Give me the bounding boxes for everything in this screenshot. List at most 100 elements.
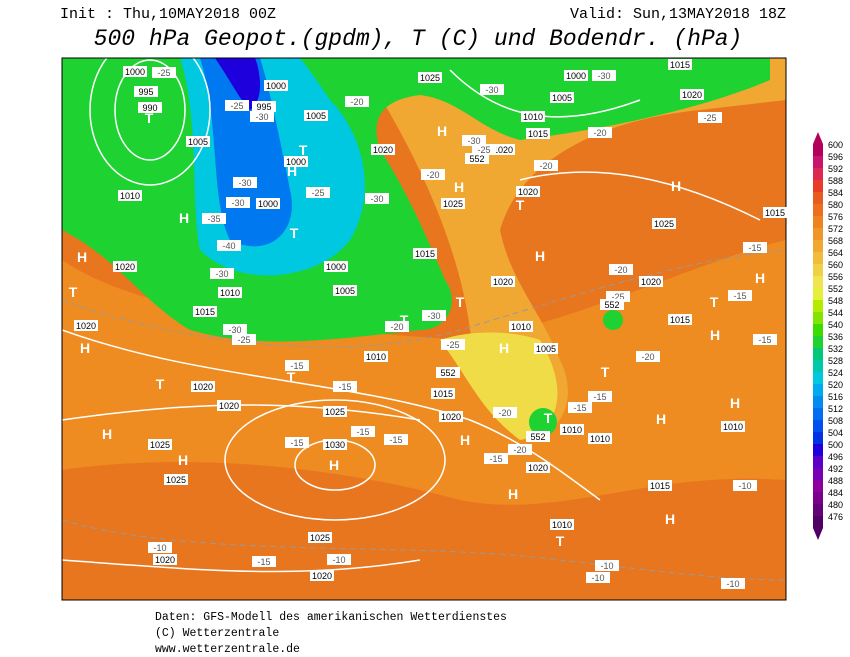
temperature-label-box [351, 426, 375, 437]
temperature-label: -20 [390, 322, 403, 332]
pressure-label: 1025 [325, 407, 345, 417]
temperature-label: -20 [350, 97, 363, 107]
pressure-label: 1000 [286, 157, 306, 167]
colorbar-label: 496 [828, 452, 843, 462]
pressure-label-box [371, 144, 395, 155]
height-label-box [436, 367, 460, 378]
temperature-label: -30 [228, 325, 241, 335]
temperature-label-box [385, 321, 409, 332]
colorbar-label: 564 [828, 248, 843, 258]
temperature-label: -20 [513, 445, 526, 455]
temperature-label-box [606, 291, 630, 302]
colorbar-swatch [813, 180, 823, 192]
temperature-label: -25 [311, 188, 324, 198]
colorbar-swatch [813, 300, 823, 312]
colorbar-swatch [813, 204, 823, 216]
temperature-label: -20 [498, 408, 511, 418]
temperature-label: -30 [370, 194, 383, 204]
colorbar-label: 520 [828, 380, 843, 390]
colorbar-label: 596 [828, 152, 843, 162]
temperature-label-box [285, 437, 309, 448]
pressure-center: H [665, 511, 675, 527]
height-label-box [465, 153, 489, 164]
temperature-label: -30 [255, 112, 268, 122]
pressure-label-box [323, 439, 347, 450]
map-frame [61, 57, 787, 601]
colorbar-label: 528 [828, 356, 843, 366]
pressure-label: 1020 [493, 145, 513, 155]
pressure-label: 1010 [366, 352, 386, 362]
temperature-label-box [152, 67, 176, 78]
colorbar-swatch [813, 240, 823, 252]
pressure-label: 1020 [193, 382, 213, 392]
pressure-label: 1015 [765, 208, 785, 218]
temperature-label: -20 [539, 161, 552, 171]
pressure-label-box [491, 144, 515, 155]
temperature-label-box [743, 242, 767, 253]
pressure-label-box [324, 261, 348, 272]
temperature-label: -30 [597, 71, 610, 81]
pressure-label: 1015 [650, 481, 670, 491]
colorbar-swatch [813, 324, 823, 336]
colorbar-swatch [813, 288, 823, 300]
map-title: 500 hPa Geopot.(gpdm), T (C) und Bodendr… [94, 26, 743, 52]
colorbar-label: 556 [828, 272, 843, 282]
pressure-label-box [218, 287, 242, 298]
colorbar-swatch [813, 432, 823, 444]
colorbar-label: 512 [828, 404, 843, 414]
colorbar-swatch [813, 480, 823, 492]
temperature-label: -40 [222, 241, 235, 251]
pressure-label: 1010 [523, 112, 543, 122]
temperature-label: -15 [758, 335, 771, 345]
pressure-label: 995 [138, 87, 153, 97]
pressure-label: 1020 [115, 262, 135, 272]
colorbar-label: 572 [828, 224, 843, 234]
temperature-label-box [233, 177, 257, 188]
colorbar-label: 488 [828, 476, 843, 486]
temperature-label: -20 [641, 352, 654, 362]
temperature-label: -10 [738, 481, 751, 491]
colorbar-label: 484 [828, 488, 843, 498]
pressure-label: 1020 [312, 571, 332, 581]
temperature-label-box [422, 310, 446, 321]
pressure-label-box [648, 480, 672, 491]
pressure-label: 1010 [723, 422, 743, 432]
temperature-label-box [148, 542, 172, 553]
pressure-label-box [526, 462, 550, 473]
pressure-label: 1000 [125, 67, 145, 77]
pressure-label-box [138, 102, 162, 113]
temperature-label-box [484, 453, 508, 464]
pressure-label-box [526, 128, 550, 139]
pressure-label-box [153, 554, 177, 565]
temperature-label-box [441, 339, 465, 350]
region-green-cell [603, 310, 623, 330]
temperature-label-box [365, 193, 389, 204]
pressure-center: H [730, 395, 740, 411]
temperature-label: -35 [207, 214, 220, 224]
pressure-label-box [284, 156, 308, 167]
temperature-label-box [226, 197, 250, 208]
colorbar-swatch [813, 168, 823, 180]
pressure-label-box [333, 285, 357, 296]
pressure-center: H [656, 411, 666, 427]
temperature-label-box [252, 556, 276, 567]
temperature-label: -25 [230, 101, 243, 111]
pressure-label: 1000 [326, 262, 346, 272]
temperature-label: -25 [237, 335, 250, 345]
pressure-label: 1010 [120, 191, 140, 201]
pressure-center: H [179, 210, 189, 226]
pressure-label: 990 [142, 103, 157, 113]
temperature-label-box [217, 240, 241, 251]
temperature-label: -30 [238, 178, 251, 188]
pressure-label: 1005 [536, 344, 556, 354]
pressure-label: 995 [256, 102, 271, 112]
temperature-label: -15 [489, 454, 502, 464]
pressure-label: 1000 [266, 81, 286, 91]
colorbar-swatch [813, 360, 823, 372]
temperature-label-box [384, 434, 408, 445]
temperature-label-box [225, 100, 249, 111]
pressure-label: 1000 [258, 199, 278, 209]
pressure-center: T [456, 294, 465, 310]
colorbar-label: 480 [828, 500, 843, 510]
pressure-label-box [509, 321, 533, 332]
